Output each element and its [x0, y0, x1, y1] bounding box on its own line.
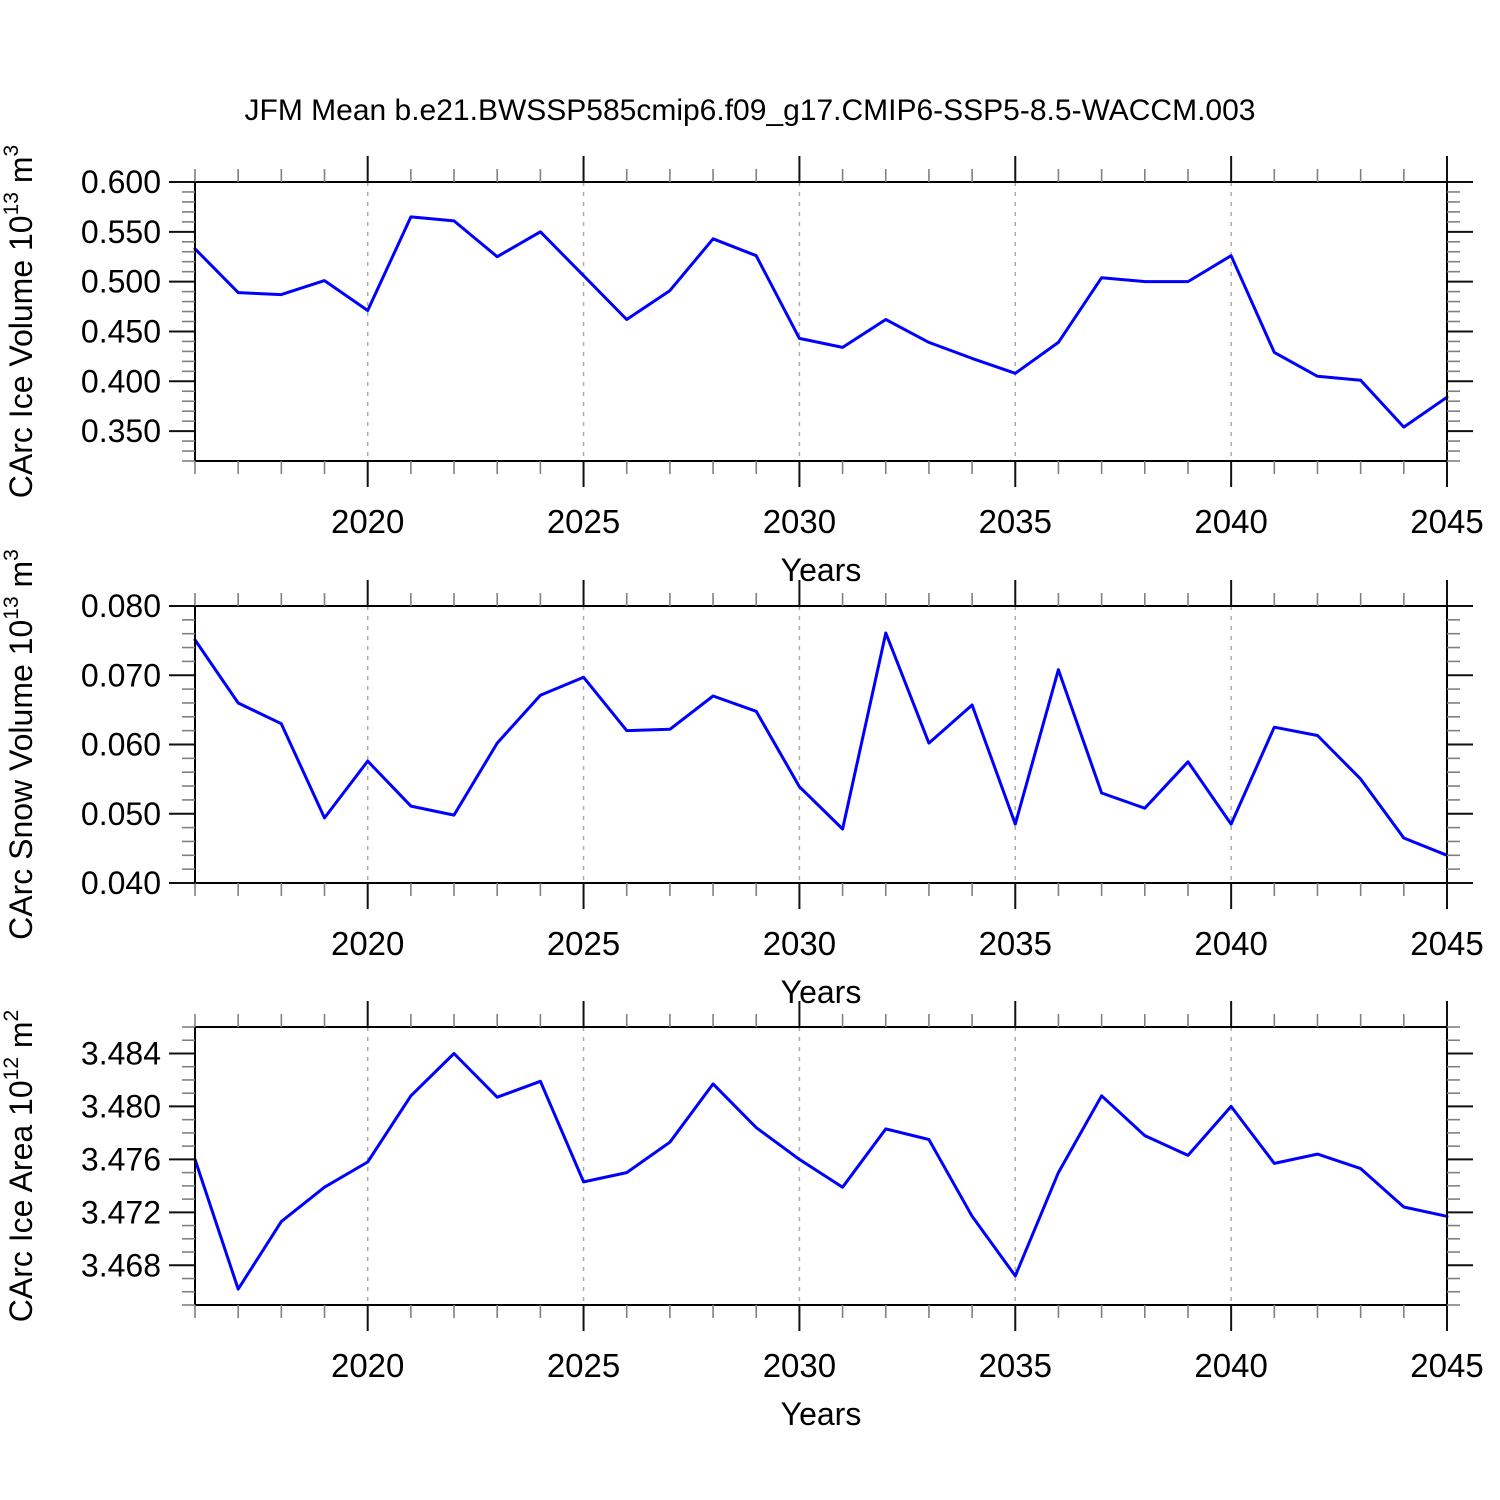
x-axis-title: Years — [781, 552, 862, 588]
data-line-carc-ice-area — [193, 1052, 1449, 1291]
x-axis-title: Years — [781, 974, 862, 1010]
y-tick-label: 3.468 — [81, 1247, 161, 1283]
y-tick-label: 0.070 — [81, 657, 161, 693]
x-axis-title: Years — [781, 1396, 862, 1432]
y-tick-label: 0.400 — [81, 363, 161, 399]
x-tick-label: 2035 — [979, 925, 1052, 962]
x-tick-label: 2040 — [1194, 925, 1267, 962]
x-tick-label: 2045 — [1410, 925, 1483, 962]
x-tick-label: 2035 — [979, 503, 1052, 540]
x-tick-label: 2030 — [763, 925, 836, 962]
chart-title: JFM Mean b.e21.BWSSP585cmip6.f09_g17.CMI… — [245, 94, 1256, 127]
x-tick-label: 2030 — [763, 1347, 836, 1384]
x-tick-label: 2025 — [547, 503, 620, 540]
y-tick-label: 0.600 — [81, 164, 161, 200]
data-line-carc-ice-volume — [193, 215, 1449, 429]
chart-panels: 0.350 0.400 0.450 0.500 0.550 0.600 2020 2025 20… — [0, 145, 1484, 1432]
x-tick-label: 2040 — [1194, 1347, 1267, 1384]
panel-carc-snow-volume: 0.040 0.050 0.060 0.070 0.080 2020 2025 2030 203… — [0, 549, 1484, 1010]
x-tick-label: 2020 — [331, 925, 404, 962]
y-tick-label: 0.060 — [81, 727, 161, 763]
plot-frame — [194, 1026, 1448, 1306]
x-tick-label: 2020 — [331, 1347, 404, 1384]
x-tick-label: 2030 — [763, 503, 836, 540]
x-tick-label: 2025 — [547, 925, 620, 962]
y-axis-title: CArc Ice Area 1012 m2 — [0, 1010, 39, 1322]
y-tick-label: 0.500 — [81, 264, 161, 300]
x-tick-label: 2025 — [547, 1347, 620, 1384]
x-tick-label: 2045 — [1410, 1347, 1483, 1384]
y-tick-label: 3.476 — [81, 1141, 161, 1177]
x-tick-label: 2040 — [1194, 503, 1267, 540]
y-tick-label: 3.484 — [81, 1035, 161, 1071]
y-tick-label: 0.050 — [81, 796, 161, 832]
y-tick-label: 0.450 — [81, 313, 161, 349]
y-tick-label: 0.350 — [81, 413, 161, 449]
data-line-carc-snow-volume — [193, 631, 1449, 857]
y-tick-label: 0.040 — [81, 865, 161, 901]
x-tick-label: 2035 — [979, 1347, 1052, 1384]
panel-carc-ice-volume: 0.350 0.400 0.450 0.500 0.550 0.600 2020 2025 20… — [0, 145, 1484, 588]
y-tick-label: 0.080 — [81, 588, 161, 624]
y-tick-label: 3.480 — [81, 1088, 161, 1124]
y-axis-title: CArc Ice Volume 1013 m3 — [0, 145, 39, 498]
plot-frame — [194, 605, 1448, 884]
y-tick-label: 3.472 — [81, 1194, 161, 1230]
y-tick-label: 0.550 — [81, 214, 161, 250]
y-axis-title: CArc Snow Volume 1013 m3 — [0, 549, 39, 940]
panel-carc-ice-area: 3.468 3.472 3.476 3.480 3.484 2020 2025 2030 203… — [0, 1001, 1484, 1432]
x-tick-label: 2020 — [331, 503, 404, 540]
x-tick-label: 2045 — [1410, 503, 1483, 540]
